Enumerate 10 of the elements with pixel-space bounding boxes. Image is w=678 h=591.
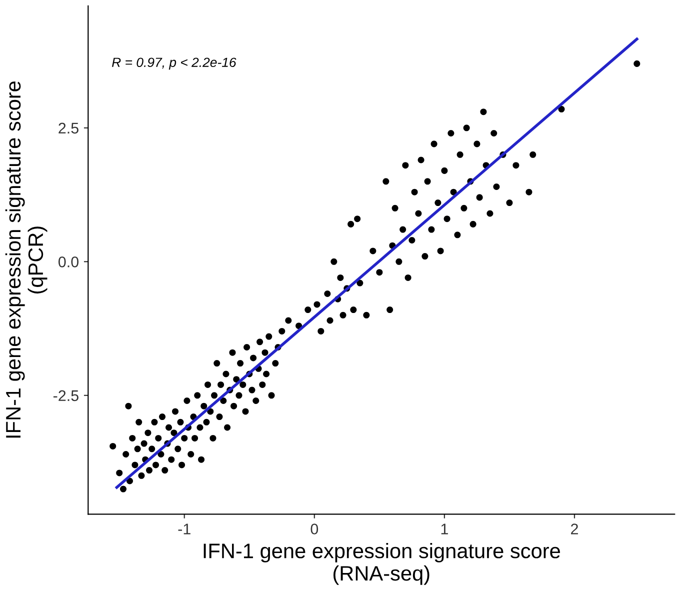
x-tick-label: -1 — [178, 524, 190, 534]
y-tick-label: -2.5 — [53, 390, 78, 402]
x-axis-title: IFN-1 gene expression signature score (RNA-seq) — [204, 542, 560, 585]
x-tick-label: 1 — [441, 524, 448, 534]
annotation: R = 0.97, p < 2.2e-16 — [112, 58, 236, 70]
y-tick-label: 2.5 — [58, 122, 78, 134]
x-tick-label: 0 — [310, 524, 318, 534]
y-axis-title: IFN-1 gene expression signature score (qPCR) — [5, 81, 48, 438]
x-tick-label: 2 — [571, 524, 578, 534]
y-tick-label: 0.0 — [58, 256, 79, 268]
